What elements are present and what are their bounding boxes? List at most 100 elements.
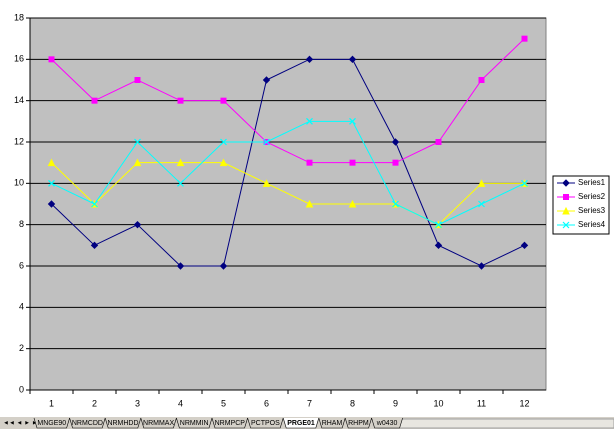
tab-label[interactable]: PRGE01	[287, 420, 315, 427]
data-point	[477, 179, 486, 187]
data-point	[263, 138, 270, 146]
data-point	[521, 35, 528, 42]
data-point	[176, 158, 185, 167]
tab-label[interactable]: PCTPOS	[251, 420, 280, 427]
data-point	[349, 117, 356, 125]
tab-label[interactable]: RHPM	[348, 420, 369, 427]
sheet-tab[interactable]: RHPM	[344, 417, 372, 429]
tab-label[interactable]: MNGE90	[37, 420, 66, 427]
data-point	[90, 241, 99, 250]
y-tick-label: 4	[19, 302, 24, 312]
y-tick-label: 0	[19, 384, 24, 394]
data-point	[91, 97, 98, 104]
data-point	[478, 200, 485, 208]
sheet-tab[interactable]: NRMPCP	[211, 417, 248, 429]
data-point	[133, 158, 142, 167]
legend-label: Series2	[578, 192, 606, 201]
data-point	[262, 179, 271, 187]
tab-shape	[318, 417, 346, 429]
x-tick-label: 8	[350, 398, 355, 408]
legend-box	[552, 175, 610, 235]
data-point	[177, 97, 184, 104]
data-point	[305, 199, 314, 208]
data-point	[305, 55, 314, 64]
tab-label[interactable]: NRMMAX	[143, 420, 174, 427]
tab-label[interactable]: NRMMIN	[180, 420, 209, 427]
series-line	[51, 162, 525, 226]
data-point	[521, 179, 528, 187]
data-point	[47, 200, 56, 208]
tab-shape	[69, 417, 106, 429]
sheet-tab[interactable]: NRMCDD	[69, 417, 106, 429]
series-line	[51, 58, 525, 267]
data-point	[478, 77, 485, 83]
tab-label[interactable]: NRMHDD	[107, 420, 138, 427]
nav-first[interactable]: ◄◄ ◄ ► ►►	[3, 421, 44, 427]
x-tick-label: 3	[135, 398, 140, 408]
tab-shape	[104, 417, 142, 429]
y-tick-label: 18	[14, 12, 24, 22]
data-point	[134, 77, 141, 83]
x-tick-label: 1	[49, 398, 54, 408]
data-point	[47, 158, 56, 167]
tab-shape	[344, 417, 372, 429]
x-tick-label: 5	[221, 398, 226, 408]
tab-label[interactable]: w0430	[376, 420, 398, 427]
x-tick-label: 12	[519, 398, 529, 408]
tab-label[interactable]: RHAM	[322, 420, 343, 427]
sheet-tab[interactable]: MNGE90	[33, 417, 70, 429]
x-tick-label: 4	[178, 398, 183, 408]
data-point	[306, 159, 313, 166]
legend-marker	[562, 179, 570, 187]
sheet-tab[interactable]: NRMMIN	[176, 417, 213, 429]
data-point	[306, 117, 313, 125]
legend-marker	[562, 221, 570, 229]
tab-shape	[247, 417, 284, 429]
data-point	[262, 76, 271, 84]
legend-label: Series3	[578, 206, 606, 215]
data-point	[435, 221, 442, 229]
data-point	[219, 158, 228, 167]
data-point	[176, 262, 185, 270]
y-tick-label: 8	[19, 219, 24, 229]
data-point	[134, 138, 141, 146]
data-point	[477, 262, 486, 270]
sheet-tab[interactable]: PRGE01	[282, 417, 320, 429]
sheet-tab[interactable]: NRMMAX	[140, 417, 177, 429]
tab-label[interactable]: NRMCDD	[72, 420, 103, 427]
plot-area	[29, 17, 547, 391]
data-point	[392, 200, 399, 208]
sheet-tab[interactable]: RHAM	[318, 417, 346, 429]
data-point	[219, 262, 228, 270]
tab-shape	[211, 417, 248, 429]
data-point	[220, 138, 227, 146]
data-point	[48, 179, 55, 187]
y-tick-label: 6	[19, 260, 24, 270]
x-tick-label: 6	[264, 398, 269, 408]
data-point	[348, 55, 357, 64]
x-tick-label: 2	[92, 398, 97, 408]
h-scrollbar[interactable]	[377, 418, 614, 429]
sheet-tab[interactable]: w0430	[371, 417, 403, 429]
data-point	[220, 97, 227, 104]
tab-shape	[176, 417, 213, 429]
y-tick-label: 10	[14, 178, 24, 188]
x-tick-label: 9	[393, 398, 398, 408]
x-tick-label: 11	[477, 398, 486, 408]
tab-nav[interactable]: ◄◄ ◄ ► ►►	[3, 421, 44, 427]
data-point	[133, 220, 142, 229]
series-line	[51, 38, 525, 164]
data-point	[91, 200, 98, 208]
y-tick-label: 2	[19, 343, 24, 353]
x-tick-label: 7	[307, 398, 312, 408]
legend-label: Series4	[578, 220, 606, 229]
sheet-tab[interactable]: PCTPOS	[247, 417, 284, 429]
data-point	[349, 159, 356, 166]
series-line	[51, 120, 525, 226]
tab-shape	[282, 417, 320, 429]
sheet-tab[interactable]: NRMHDD	[104, 417, 142, 429]
legend-label: Series1	[578, 178, 606, 187]
tab-label[interactable]: NRMPCP	[215, 420, 246, 427]
